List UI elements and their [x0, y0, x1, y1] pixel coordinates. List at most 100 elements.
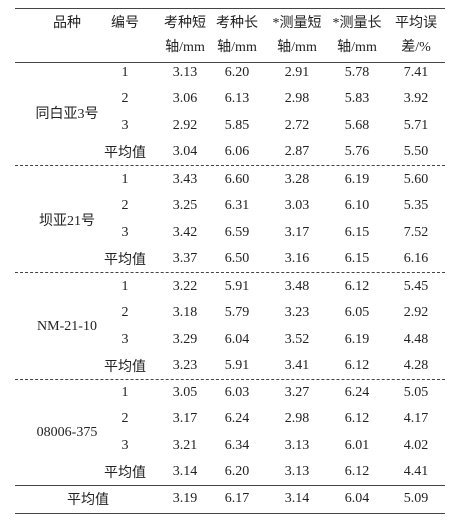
cell: 平均值 — [104, 253, 146, 269]
cell: 3.06 — [172, 91, 198, 107]
cell: 6.24 — [344, 385, 370, 400]
cell: 6.16 — [403, 251, 429, 267]
cell: 4.41 — [403, 464, 429, 480]
cell: 6.12 — [344, 411, 370, 427]
total-cell: 5.09 — [403, 491, 429, 506]
cell: 6.31 — [224, 198, 250, 214]
cell: 3.23 — [172, 358, 198, 374]
cell: 5.71 — [403, 117, 429, 133]
total-cell: 3.19 — [172, 491, 198, 506]
variety-name: NM-21-10 — [37, 318, 97, 334]
cell: 6.15 — [344, 251, 370, 267]
cell: 2 — [121, 411, 129, 427]
cell: 2.98 — [284, 411, 310, 427]
cell: 2 — [121, 91, 129, 107]
cell: 7.52 — [403, 224, 429, 240]
column-header: 差/% — [401, 40, 431, 55]
cell: 5.45 — [403, 279, 429, 294]
cell: 2.98 — [284, 91, 310, 107]
cell: 3.29 — [172, 331, 198, 347]
total-cell: 3.14 — [284, 491, 310, 506]
cell: 3.28 — [284, 172, 310, 187]
cell: 4.28 — [403, 358, 429, 374]
cell: 2.72 — [284, 117, 310, 133]
cell: 5.50 — [403, 144, 429, 160]
cell: 6.01 — [344, 437, 370, 453]
cell: 3.13 — [284, 464, 310, 480]
cell: 平均值 — [104, 466, 146, 482]
cell: 3 — [121, 331, 129, 347]
total-cell: 平均值 — [67, 493, 109, 508]
rule — [15, 165, 445, 167]
cell: 6.60 — [224, 172, 250, 187]
column-header: 平均误 — [395, 16, 437, 31]
variety-name: 坝亚21号 — [39, 213, 95, 229]
cell: 6.13 — [224, 91, 250, 107]
cell: 3.52 — [284, 331, 310, 347]
cell: 2 — [121, 198, 129, 214]
column-header: 考种长 — [216, 16, 258, 31]
cell: 5.76 — [344, 144, 370, 160]
cell: 6.34 — [224, 437, 250, 453]
cell: 1 — [121, 172, 129, 187]
cell: 3.92 — [403, 91, 429, 107]
cell: 5.78 — [344, 65, 370, 80]
column-header: 品种 — [53, 16, 81, 31]
column-header: 编号 — [111, 16, 139, 31]
cell: 3.04 — [172, 144, 198, 160]
cell: 6.03 — [224, 385, 250, 400]
column-header: *测量短 — [272, 16, 322, 31]
cell: 6.15 — [344, 224, 370, 240]
cell: 3.03 — [284, 198, 310, 214]
total-cell: 6.04 — [344, 491, 370, 506]
cell: 6.12 — [344, 358, 370, 374]
cell: 3.16 — [284, 251, 310, 267]
cell: 3.13 — [172, 65, 198, 80]
cell: 1 — [121, 385, 129, 400]
cell: 5.85 — [224, 117, 250, 133]
cell: 3.48 — [284, 279, 310, 294]
cell: 3.27 — [284, 385, 310, 400]
column-header: 轴/mm — [217, 40, 257, 55]
cell: 6.19 — [344, 172, 370, 187]
cell: 4.02 — [403, 437, 429, 453]
cell: 1 — [121, 279, 129, 294]
variety-name: 08006-375 — [36, 424, 98, 440]
cell: 3 — [121, 437, 129, 453]
cell: 3.23 — [284, 305, 310, 321]
cell: 6.24 — [224, 411, 250, 427]
rule — [15, 272, 445, 274]
cell: 5.91 — [224, 358, 250, 374]
cell: 3.17 — [284, 224, 310, 240]
cell: 3.42 — [172, 224, 198, 240]
cell: 6.19 — [344, 331, 370, 347]
cell: 6.05 — [344, 305, 370, 321]
cell: 5.35 — [403, 198, 429, 214]
cell: 6.59 — [224, 224, 250, 240]
cell: 6.20 — [224, 65, 250, 80]
column-header: 轴/mm — [277, 40, 317, 55]
column-header: 轴/mm — [337, 40, 377, 55]
cell: 3.05 — [172, 385, 198, 400]
cell: 6.10 — [344, 198, 370, 214]
cell: 3.14 — [172, 464, 198, 480]
cell: 平均值 — [104, 146, 146, 162]
cell: 3.18 — [172, 305, 198, 321]
column-header: 轴/mm — [165, 40, 205, 55]
rule — [15, 513, 445, 514]
cell: 6.12 — [344, 279, 370, 294]
cell: 5.83 — [344, 91, 370, 107]
cell: 6.20 — [224, 464, 250, 480]
cell: 4.17 — [403, 411, 429, 427]
cell: 4.48 — [403, 331, 429, 347]
rule — [15, 379, 445, 381]
cell: 3.25 — [172, 198, 198, 214]
cell: 2.92 — [172, 117, 198, 133]
cell: 2.87 — [284, 144, 310, 160]
cell: 5.60 — [403, 172, 429, 187]
cell: 3.17 — [172, 411, 198, 427]
cell: 3.21 — [172, 437, 198, 453]
cell: 5.79 — [224, 305, 250, 321]
cell: 3.43 — [172, 172, 198, 187]
